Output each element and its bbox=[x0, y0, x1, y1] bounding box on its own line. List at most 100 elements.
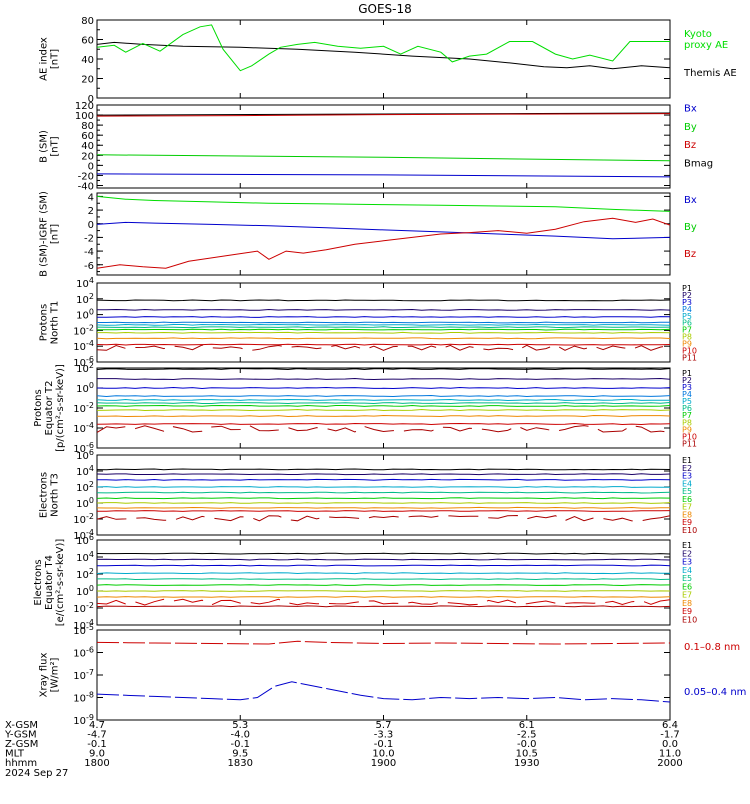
y-tick-label: 100 bbox=[75, 111, 94, 122]
y-tick-label: 80 bbox=[81, 121, 94, 132]
x-tick-value: -0.1 bbox=[87, 739, 107, 750]
channel-label: P1 bbox=[682, 369, 692, 378]
y-tick-label: 0 bbox=[88, 94, 94, 105]
y-tick-label: 120 bbox=[75, 101, 94, 112]
x-tick-value: 1830 bbox=[228, 758, 253, 769]
channel-label: P8 bbox=[682, 333, 692, 342]
x-tick-value: -4.7 bbox=[87, 730, 107, 741]
channel-label: P11 bbox=[682, 439, 697, 448]
x-tick-value: 1900 bbox=[371, 758, 396, 769]
channel-line bbox=[97, 402, 670, 405]
channel-label: P6 bbox=[682, 319, 692, 328]
y-tick-label: 10-2 bbox=[73, 401, 94, 415]
channel-line bbox=[97, 422, 670, 426]
x-tick-value: 1930 bbox=[514, 758, 539, 769]
channel-label: E2 bbox=[682, 549, 692, 558]
legend-label: Bmag bbox=[684, 158, 713, 169]
y-tick-label: 106 bbox=[76, 533, 94, 547]
y-tick-label: 0 bbox=[88, 161, 94, 172]
legend-label: Bz bbox=[684, 249, 696, 260]
x-tick-value: -0.1 bbox=[374, 739, 394, 750]
panel-7: 106 104 102 100 10-2 10-4 ElectronsEquator T4[… bbox=[33, 533, 697, 632]
channel-line bbox=[97, 491, 670, 494]
panel-frame bbox=[96, 454, 671, 536]
channel-line bbox=[97, 321, 670, 324]
channel-line bbox=[97, 386, 670, 390]
channel-label: E4 bbox=[682, 479, 692, 488]
channel-label: P10 bbox=[682, 347, 697, 356]
channel-label: P2 bbox=[682, 376, 692, 385]
x-tick-value: -0.1 bbox=[230, 739, 250, 750]
y-tick-label: -20 bbox=[78, 171, 94, 182]
y-tick-label: 2 bbox=[88, 206, 94, 217]
channel-line bbox=[97, 299, 670, 302]
series-line bbox=[97, 24, 670, 72]
y-tick-label: 10-2 bbox=[73, 601, 94, 615]
channel-line bbox=[97, 552, 670, 555]
x-tick-value: -3.3 bbox=[374, 730, 394, 741]
channel-label: E8 bbox=[682, 510, 692, 519]
plot-area bbox=[97, 195, 670, 269]
channel-label: E6 bbox=[682, 582, 692, 591]
channel-line bbox=[97, 394, 670, 398]
y-tick-label: 104 bbox=[76, 550, 94, 564]
y-axis-label: ProtonsNorth T1 bbox=[39, 301, 61, 345]
x-tick-value: 0.0 bbox=[662, 739, 678, 750]
channel-line bbox=[97, 398, 670, 402]
channel-line bbox=[97, 408, 670, 412]
series-line bbox=[97, 113, 670, 117]
panel-8: 10-5 10-6 10-7 10-8 10-9 Xray flux[W/m²] 0.1–0… bbox=[39, 623, 747, 727]
plot-area bbox=[97, 24, 670, 72]
channel-line bbox=[97, 323, 670, 326]
channel-line bbox=[97, 558, 670, 561]
panel-1: 0 20 40 60 80 AE index[nT] Kyoto proxy AE Themis… bbox=[39, 16, 737, 105]
channel-line bbox=[97, 331, 670, 334]
y-tick-label: 10-7 bbox=[73, 668, 94, 682]
channel-line bbox=[97, 497, 670, 500]
y-tick-label: -4 bbox=[84, 247, 94, 258]
y-tick-label: 10-2 bbox=[73, 512, 94, 526]
series-line bbox=[97, 154, 670, 162]
y-tick-label: 10-4 bbox=[73, 528, 94, 542]
channel-line bbox=[97, 326, 670, 329]
x-row-label: Y-GSM bbox=[4, 730, 37, 741]
channel-label: P5 bbox=[682, 397, 692, 406]
y-tick-label: -2 bbox=[84, 233, 94, 244]
channel-label: P2 bbox=[682, 291, 692, 300]
channel-label: E8 bbox=[682, 599, 692, 608]
channel-label: P4 bbox=[682, 305, 692, 314]
panel-frame bbox=[96, 19, 671, 99]
plot-area bbox=[97, 112, 670, 178]
y-tick-label: 10-4 bbox=[73, 618, 94, 632]
x-tick-value: 2000 bbox=[657, 758, 682, 769]
x-tick-value: 9.0 bbox=[89, 749, 105, 760]
channel-label: P3 bbox=[682, 383, 692, 392]
plot-area bbox=[97, 552, 670, 608]
channel-line bbox=[97, 368, 670, 371]
channel-label: P9 bbox=[682, 340, 692, 349]
series-line bbox=[97, 681, 670, 703]
channel-line bbox=[97, 584, 670, 587]
y-tick-label: 10-8 bbox=[73, 691, 94, 705]
y-tick-label: 100 bbox=[76, 496, 94, 510]
channel-line bbox=[97, 506, 670, 509]
x-row-label: MLT bbox=[5, 749, 25, 760]
y-axis-label: AE index[nT] bbox=[39, 37, 61, 81]
channel-line bbox=[97, 404, 670, 407]
channel-line bbox=[97, 343, 670, 346]
channel-label: E1 bbox=[682, 541, 692, 550]
channel-label: E2 bbox=[682, 464, 692, 473]
channel-label: E6 bbox=[682, 495, 692, 504]
x-row-label: X-GSM bbox=[5, 720, 38, 731]
series-line bbox=[97, 217, 670, 269]
y-axis-label: Xray flux[W/m²] bbox=[39, 653, 61, 698]
y-tick-label: 20 bbox=[81, 151, 94, 162]
channel-line bbox=[97, 425, 670, 433]
plot-area bbox=[97, 299, 670, 352]
chart-title: GOES-18 bbox=[358, 2, 412, 16]
legend-label: By bbox=[684, 122, 697, 133]
channel-label: P3 bbox=[682, 298, 692, 307]
x-tick-value: 6.4 bbox=[662, 720, 678, 731]
